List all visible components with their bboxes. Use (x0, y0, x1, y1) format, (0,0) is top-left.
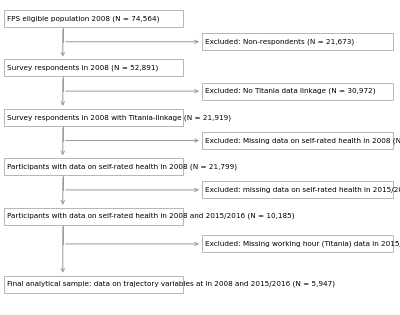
FancyBboxPatch shape (4, 60, 183, 77)
FancyBboxPatch shape (4, 276, 183, 293)
FancyBboxPatch shape (4, 158, 183, 175)
Text: Final analytical sample: data on trajectory variables at in 2008 and 2015/2016 (: Final analytical sample: data on traject… (7, 281, 335, 287)
Text: Excluded: Missing working hour (Titania) data in 2015/2016 (N = 4,238): Excluded: Missing working hour (Titania)… (205, 241, 400, 247)
FancyBboxPatch shape (202, 181, 393, 198)
Text: Excluded: Non-respondents (N = 21,673): Excluded: Non-respondents (N = 21,673) (205, 38, 354, 45)
Text: Participants with data on self-rated health in 2008 and 2015/2016 (N = 10,185): Participants with data on self-rated hea… (7, 213, 295, 220)
FancyBboxPatch shape (4, 109, 183, 126)
Text: Survey respondents in 2008 (N = 52,891): Survey respondents in 2008 (N = 52,891) (7, 65, 158, 71)
Text: Participants with data on self-rated health in 2008 (N = 21,799): Participants with data on self-rated hea… (7, 163, 237, 170)
FancyBboxPatch shape (4, 10, 183, 27)
Text: Survey respondents in 2008 with Titania-linkage (N = 21,919): Survey respondents in 2008 with Titania-… (7, 114, 231, 121)
Text: Excluded: missing data on self-rated health in 2015/2016 (N = 11,614): Excluded: missing data on self-rated hea… (205, 187, 400, 193)
FancyBboxPatch shape (202, 83, 393, 100)
FancyBboxPatch shape (202, 132, 393, 149)
FancyBboxPatch shape (202, 235, 393, 252)
Text: Excluded: No Titania data linkage (N = 30,972): Excluded: No Titania data linkage (N = 3… (205, 88, 375, 94)
FancyBboxPatch shape (202, 33, 393, 50)
Text: FPS eligible population 2008 (N = 74,564): FPS eligible population 2008 (N = 74,564… (7, 15, 160, 22)
Text: Excluded: Missing data on self-rated health in 2008 (N = 120): Excluded: Missing data on self-rated hea… (205, 137, 400, 144)
FancyBboxPatch shape (4, 208, 183, 225)
